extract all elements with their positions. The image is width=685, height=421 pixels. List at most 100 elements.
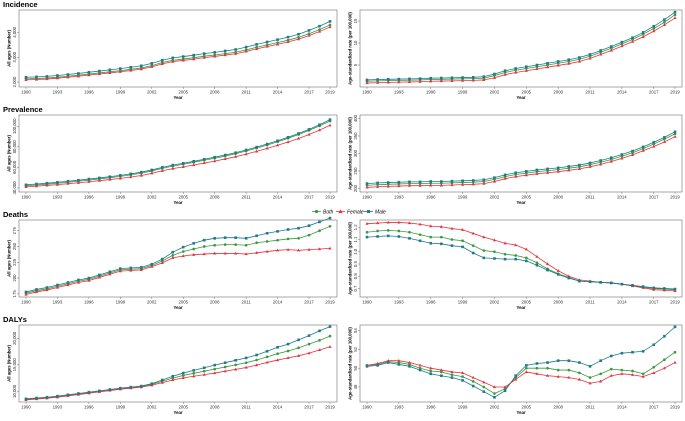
point-deaths-rate-both [471,244,475,248]
point-incidence-rate-female [450,79,454,82]
point-dalys-number-male [328,325,332,328]
point-deaths-number-female [265,249,269,253]
point-prevalence-rate-male [450,179,454,183]
point-dalys-number-male [87,390,91,394]
x-tick-label-incidence-number: 2002 [147,90,157,95]
point-dalys-number-male [45,395,49,399]
point-deaths-number-female [150,265,154,268]
point-prevalence-number-female [234,154,238,158]
point-deaths-number-female [307,247,311,251]
point-deaths-number-male [98,273,101,277]
point-deaths-rate-male [429,241,433,245]
point-prevalence-number-male [35,182,38,186]
point-prevalence-number-male [244,148,248,152]
point-deaths-rate-both [418,233,422,237]
x-tick-label-prevalence-rate: 2019 [670,195,680,200]
point-dalys-rate-both [578,371,581,375]
y-tick-label-deaths-number: 200 [12,274,17,282]
series-line-dalys-rate-male [366,326,676,398]
y-tick-label-prevalence-rate: 400 [353,114,358,122]
point-dalys-rate-female [577,377,582,381]
x-tick-label-deaths-rate: 1990 [362,300,372,305]
y-tick-label-dalys-rate: 52 [353,346,358,351]
point-deaths-number-male [318,220,321,224]
point-incidence-rate-female [514,70,518,74]
point-deaths-number-both [307,233,311,237]
point-prevalence-rate-male [365,182,369,185]
point-prevalence-rate-female [567,168,571,172]
point-dalys-number-male [276,346,279,349]
point-deaths-rate-female [556,269,560,272]
series-line-prevalence-rate-female [366,136,676,188]
point-dalys-rate-female [418,363,422,367]
x-tick-label-prevalence-rate: 2002 [490,195,500,200]
x-tick-label-incidence-number: 2014 [273,90,283,95]
point-deaths-rate-female [418,222,422,226]
point-incidence-rate-female [407,80,412,84]
point-prevalence-number-male [45,181,49,185]
point-dalys-rate-female [429,366,433,370]
x-tick-label-deaths-rate: 1999 [458,300,468,305]
point-deaths-number-female [213,251,217,255]
point-prevalence-number-female [181,165,185,168]
point-deaths-rate-female [514,243,518,247]
point-deaths-rate-female [535,254,539,258]
point-deaths-rate-male [493,257,496,260]
point-incidence-rate-female [599,52,603,56]
x-tick-label-prevalence-number: 2005 [178,195,188,200]
point-incidence-number-female [118,70,122,73]
point-deaths-number-male [255,234,258,238]
point-dalys-number-male [108,388,112,391]
point-incidence-rate-female [471,78,475,82]
legend-marker-male [367,210,370,213]
point-incidence-rate-male [525,65,528,69]
point-deaths-rate-female [673,289,677,292]
panel-frame-dalys-number [18,324,338,403]
point-incidence-number-male [244,45,248,49]
x-tick-label-incidence-number: 1999 [116,90,126,95]
point-deaths-number-male [129,266,133,270]
point-prevalence-rate-male [440,180,443,183]
point-prevalence-rate-female [376,185,380,188]
x-tick-label-dalys-rate: 2019 [670,405,680,410]
point-dalys-number-male [129,385,133,389]
point-prevalence-rate-female [386,184,390,188]
point-dalys-number-male [192,369,196,372]
point-prevalence-rate-male [429,180,433,183]
panel-prevalence-number: 1990 1993 1996 1999 2002 2005 2008 2011 2014 2017… [7,114,338,205]
point-incidence-number-female [181,58,185,62]
point-prevalence-number-male [66,179,70,183]
point-incidence-number-female [160,62,164,65]
point-dalys-number-female [296,354,301,357]
point-prevalence-rate-female [492,179,497,183]
y-tick-label-dalys-number: 15,000 [12,358,17,372]
point-deaths-rate-male [408,237,411,240]
x-tick-label-deaths-rate: 2014 [617,300,627,305]
point-incidence-number-female [265,44,269,48]
point-deaths-rate-male [461,245,464,249]
point-dalys-number-female [234,367,238,371]
point-deaths-rate-female [397,220,401,224]
point-incidence-rate-female [524,69,528,72]
section-title-dalys: DALYs [3,315,27,324]
x-tick-label-deaths-number: 2011 [242,300,252,305]
point-prevalence-number-male [87,177,91,181]
point-incidence-number-male [56,74,59,77]
point-deaths-rate-both [450,238,454,241]
point-prevalence-rate-female [599,162,603,166]
point-incidence-rate-male [599,49,602,52]
point-prevalence-number-male [98,176,101,180]
point-dalys-rate-female [460,371,465,374]
y-tick-label-prevalence-rate: 200 [353,184,358,192]
point-dalys-number-both [276,352,279,356]
point-incidence-number-male [297,32,300,36]
y-axis-title-incidence-rate: Age-standardized rate (per 100,000) [348,12,353,85]
point-incidence-rate-male [546,61,549,65]
point-dalys-rate-female [673,360,677,364]
point-dalys-number-male [318,329,321,333]
point-deaths-number-male [119,267,122,270]
point-deaths-rate-male [535,263,539,267]
point-dalys-rate-male [535,362,539,365]
point-prevalence-number-male [160,166,164,169]
point-prevalence-number-female [213,159,217,163]
